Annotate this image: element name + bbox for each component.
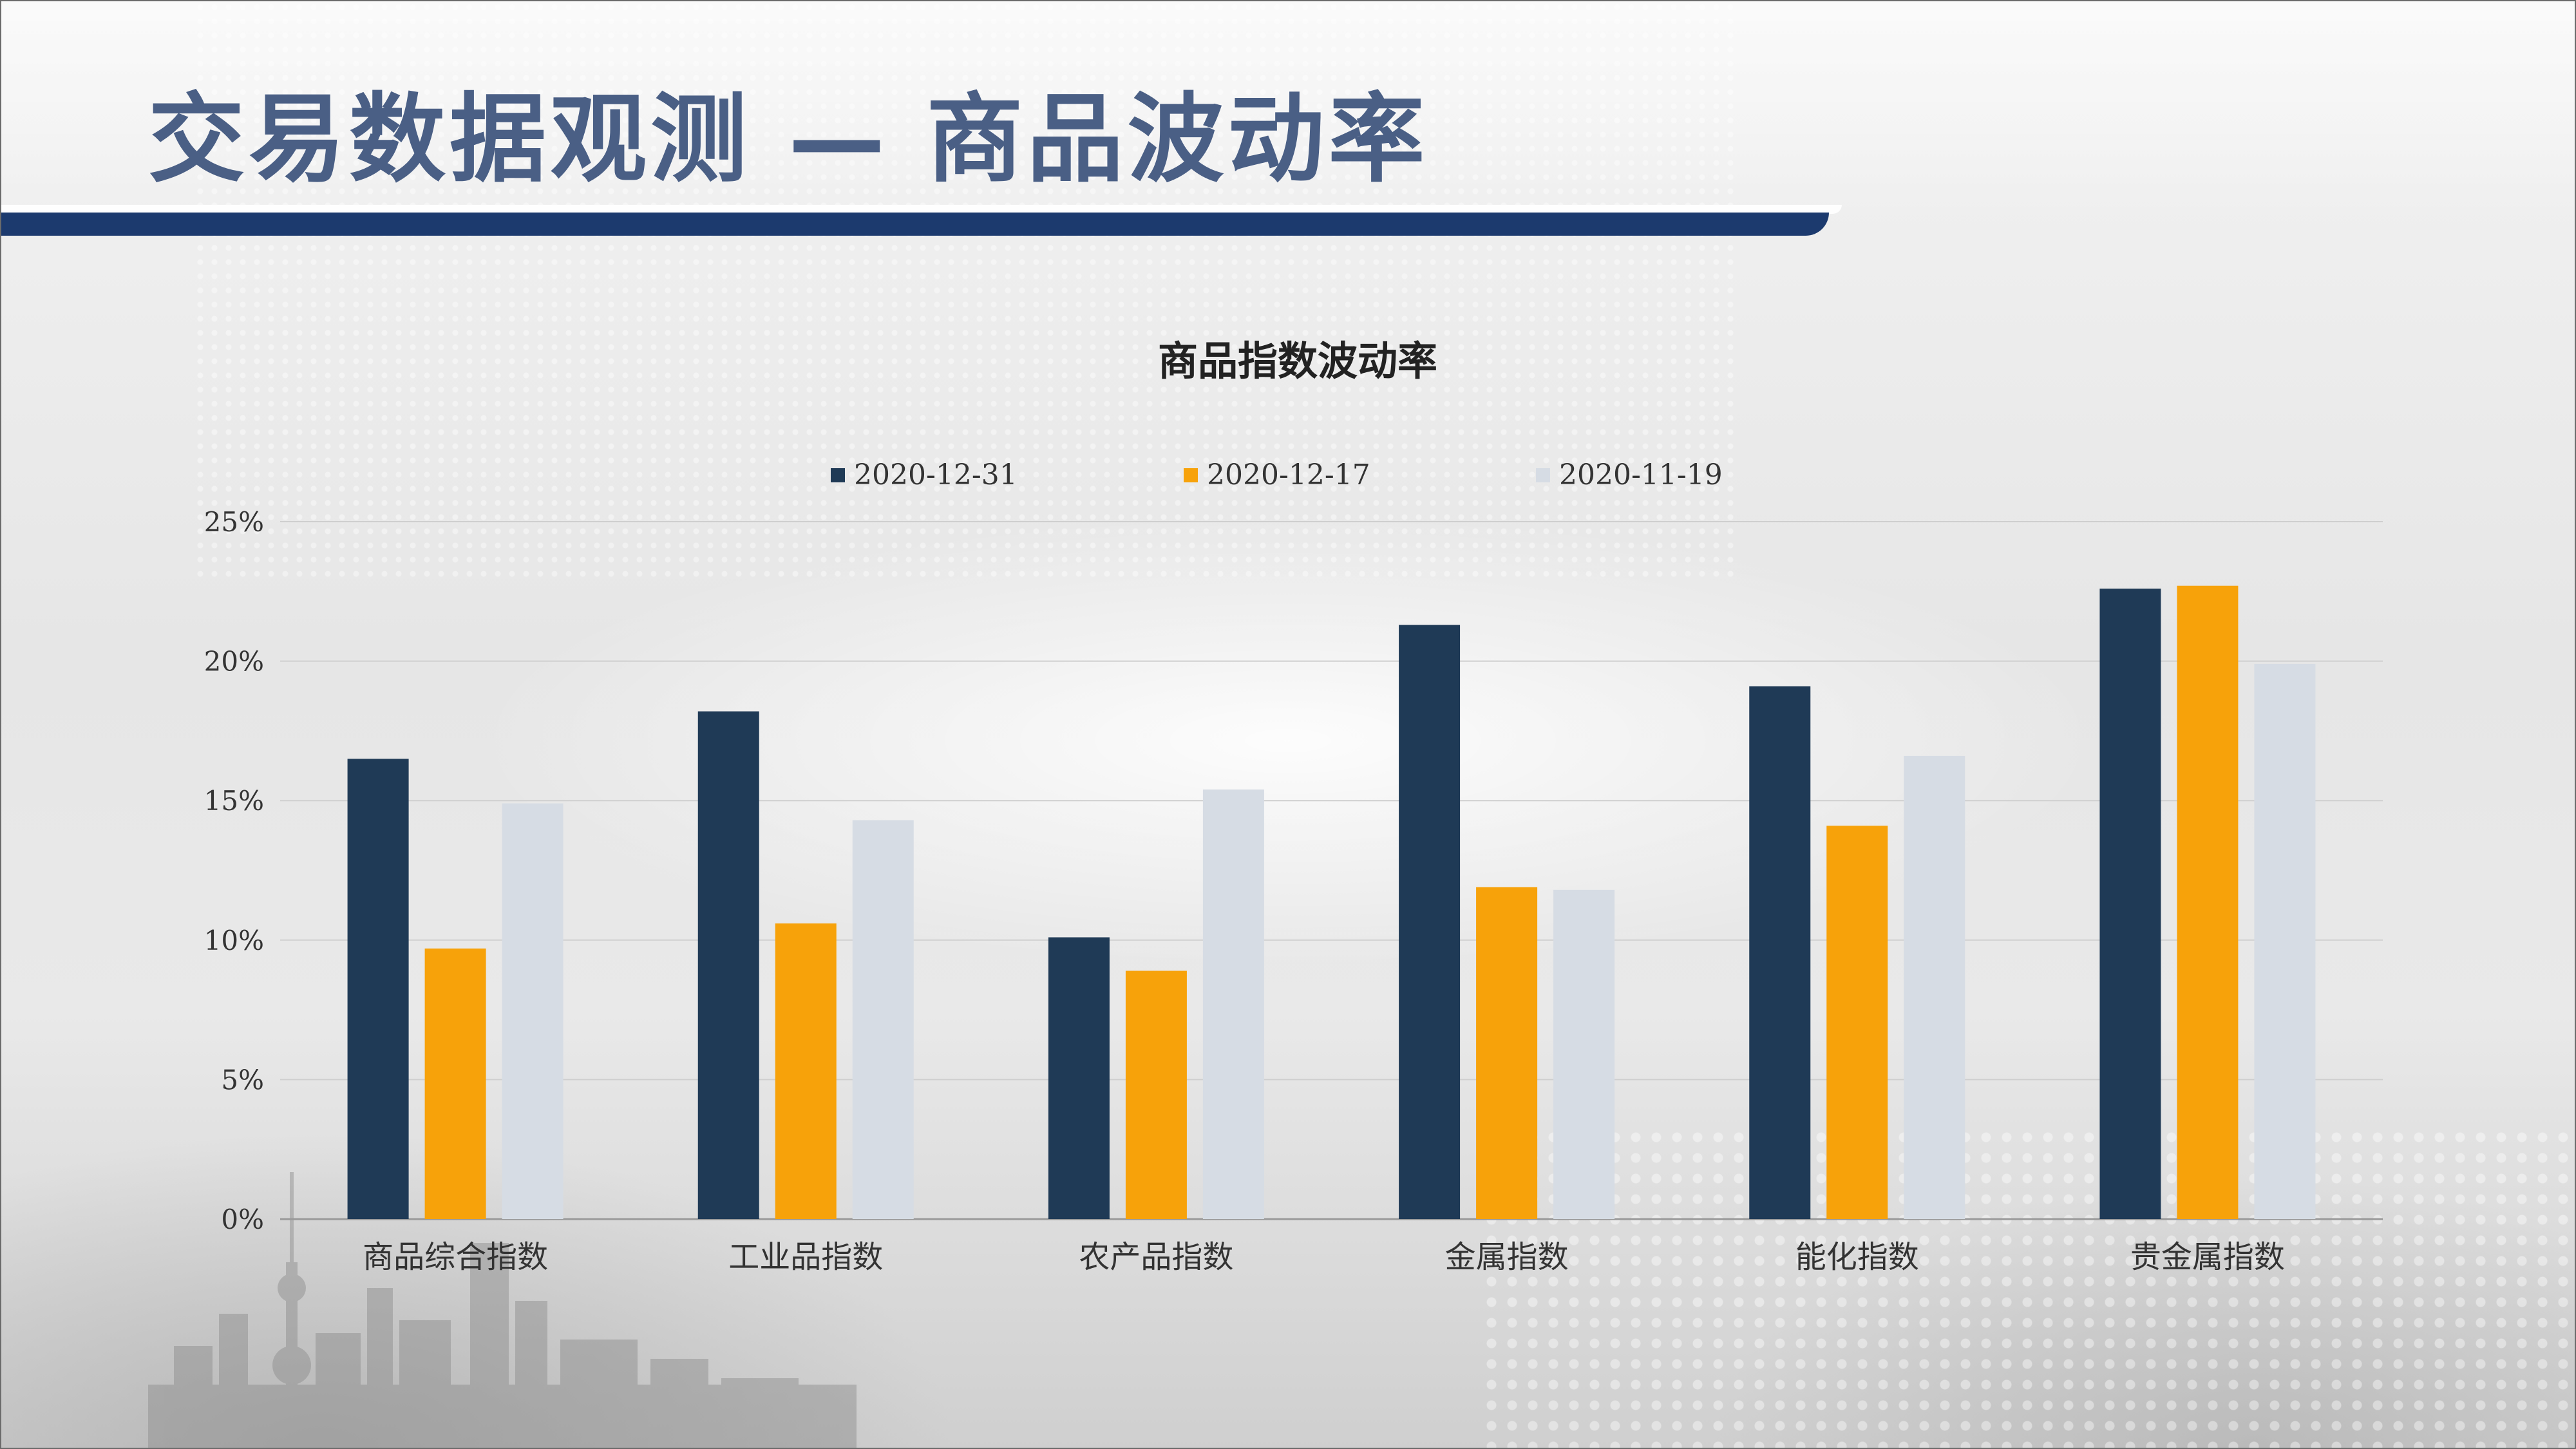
bar [502,803,564,1219]
x-tick-label: 农产品指数 [1079,1239,1233,1275]
city-skyline-decoration [148,1172,857,1449]
chart-legend: 2020-12-31 2020-12-17 2020-11-19 [0,459,2576,497]
world-map-dots [193,0,1739,580]
bar [1202,789,1264,1219]
legend-swatch [831,468,845,482]
bar [1399,625,1461,1219]
bar [1125,971,1187,1219]
header-divider-bar [0,213,1829,236]
x-tick-label: 金属指数 [1445,1239,1569,1275]
y-tick-label: 0% [221,1204,264,1235]
legend-item: 2020-12-31 [831,459,1018,491]
bar [1749,686,1811,1219]
legend-swatch [1536,468,1550,482]
world-map-dots-lower [1481,1127,2576,1449]
legend-label: 2020-11-19 [1559,459,1723,491]
y-tick-label: 15% [204,785,264,817]
legend-swatch [1184,468,1198,482]
bar [2254,663,2316,1219]
bar [697,711,759,1219]
bar [2099,588,2161,1219]
legend-label: 2020-12-17 [1207,459,1370,491]
bar [1904,755,1965,1219]
chart-title: 商品指数波动率 [1157,337,1437,384]
bar [424,948,486,1219]
bar [1553,889,1615,1219]
bar [775,923,837,1219]
header-divider-highlight [0,205,1842,214]
legend-item: 2020-11-19 [1536,459,1723,491]
y-tick-label: 10% [204,925,264,956]
bar [1476,887,1538,1219]
bar [1048,937,1110,1219]
x-tick-label: 贵金属指数 [2130,1239,2285,1275]
bar [852,820,914,1219]
legend-label: 2020-12-31 [854,459,1018,491]
x-tick-label: 工业品指数 [728,1239,883,1275]
y-tick-label: 20% [204,646,264,677]
x-tick-label: 能化指数 [1795,1239,1919,1275]
legend-item: 2020-12-17 [1184,459,1370,491]
bar [347,759,409,1219]
page-title: 交易数据观测 — 商品波动率 [148,84,1429,196]
bar [2177,585,2239,1219]
bar [1826,826,1888,1219]
y-tick-label: 25% [204,506,264,538]
x-tick-label: 商品综合指数 [363,1239,548,1275]
y-tick-label: 5% [221,1064,264,1095]
header-band [0,0,2576,219]
